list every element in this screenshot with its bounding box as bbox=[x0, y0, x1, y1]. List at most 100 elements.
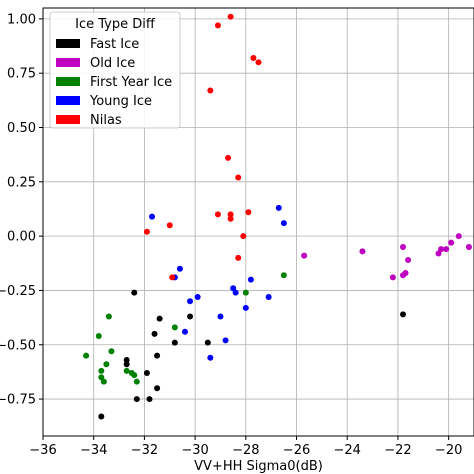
point-old-ice bbox=[301, 252, 308, 259]
x-tick-label: −20 bbox=[435, 443, 462, 458]
point-fast-ice bbox=[123, 356, 130, 363]
x-tick-label: −22 bbox=[384, 443, 411, 458]
point-nilas bbox=[225, 154, 232, 161]
point-first-year-ice bbox=[123, 367, 130, 374]
x-tick-label: −26 bbox=[283, 443, 310, 458]
y-tick-label: −0.25 bbox=[0, 284, 36, 299]
point-nilas bbox=[169, 274, 176, 281]
point-old-ice bbox=[359, 248, 366, 255]
point-nilas bbox=[214, 22, 221, 29]
point-nilas bbox=[235, 174, 242, 181]
point-young-ice bbox=[275, 204, 282, 211]
x-tick-label: −34 bbox=[80, 443, 107, 458]
legend-swatch-old-ice bbox=[56, 58, 80, 67]
point-nilas bbox=[235, 254, 242, 261]
point-young-ice bbox=[242, 304, 249, 311]
point-first-year-ice bbox=[98, 367, 105, 374]
point-young-ice bbox=[230, 285, 237, 292]
y-tick-label: 0.75 bbox=[7, 67, 36, 82]
point-old-ice bbox=[389, 274, 396, 281]
y-tick-label: −0.50 bbox=[0, 338, 36, 353]
point-fast-ice bbox=[187, 313, 194, 320]
x-tick-label: −24 bbox=[334, 443, 361, 458]
point-first-year-ice bbox=[103, 361, 110, 368]
point-old-ice bbox=[400, 272, 407, 279]
point-first-year-ice bbox=[95, 333, 102, 340]
axis-ticks: −36 −34 −32 −30 −28 −26 −24 −22 −20 −0.75 −0.50 −0.… bbox=[0, 12, 462, 458]
point-first-year-ice bbox=[100, 378, 107, 385]
point-old-ice bbox=[443, 246, 450, 253]
y-tick-label: −0.75 bbox=[0, 393, 36, 408]
point-young-ice bbox=[222, 337, 229, 344]
point-fast-ice bbox=[146, 396, 153, 403]
y-tick-label: 0.50 bbox=[7, 121, 36, 136]
point-fast-ice bbox=[98, 413, 105, 420]
point-old-ice bbox=[435, 250, 442, 257]
x-tick-label: −36 bbox=[29, 443, 56, 458]
legend: Ice Type Diff Fast Ice Old Ice First Year … bbox=[49, 11, 181, 129]
y-tick-label: 1.00 bbox=[7, 12, 36, 27]
point-old-ice bbox=[438, 246, 445, 253]
point-fast-ice bbox=[123, 361, 130, 368]
point-young-ice bbox=[181, 328, 188, 335]
x-axis-label: VV+HH Sigma0(dB) bbox=[194, 459, 323, 474]
point-nilas bbox=[250, 54, 257, 61]
legend-swatch-nilas bbox=[56, 115, 80, 124]
point-fast-ice bbox=[171, 339, 178, 346]
plot-frame bbox=[42, 7, 474, 437]
point-nilas bbox=[255, 59, 262, 66]
point-young-ice bbox=[194, 293, 201, 300]
point-nilas bbox=[240, 233, 247, 240]
point-young-ice bbox=[149, 213, 156, 220]
y-tick-label: 0.00 bbox=[7, 230, 36, 245]
point-young-ice bbox=[207, 354, 214, 361]
point-first-year-ice bbox=[83, 352, 90, 359]
point-young-ice bbox=[217, 313, 224, 320]
x-tick-label: −28 bbox=[232, 443, 259, 458]
legend-label-first-year-ice: First Year Ice bbox=[90, 75, 172, 90]
legend-label-nilas: Nilas bbox=[90, 113, 122, 128]
point-fast-ice bbox=[154, 352, 161, 359]
point-young-ice bbox=[280, 220, 287, 227]
legend-title: Ice Type Diff bbox=[75, 17, 156, 32]
data-points bbox=[83, 13, 472, 420]
point-first-year-ice bbox=[98, 374, 105, 381]
legend-box bbox=[49, 11, 181, 129]
point-nilas bbox=[245, 209, 252, 216]
point-fast-ice bbox=[400, 311, 407, 318]
point-fast-ice bbox=[156, 315, 163, 322]
y-tick-label: 0.25 bbox=[7, 175, 36, 190]
point-young-ice bbox=[232, 289, 239, 296]
point-old-ice bbox=[448, 239, 455, 246]
point-nilas bbox=[143, 228, 150, 235]
legend-swatch-fast-ice bbox=[56, 39, 80, 48]
grid-lines bbox=[42, 8, 474, 436]
point-first-year-ice bbox=[131, 372, 138, 379]
x-tick-label: −30 bbox=[181, 443, 208, 458]
point-nilas bbox=[227, 215, 234, 222]
point-young-ice bbox=[187, 298, 194, 305]
point-first-year-ice bbox=[242, 289, 249, 296]
point-young-ice bbox=[265, 293, 272, 300]
legend-label-old-ice: Old Ice bbox=[90, 56, 135, 71]
point-old-ice bbox=[465, 243, 472, 250]
point-fast-ice bbox=[131, 289, 138, 296]
point-first-year-ice bbox=[133, 378, 140, 385]
point-old-ice bbox=[400, 243, 407, 250]
point-young-ice bbox=[247, 276, 254, 283]
point-first-year-ice bbox=[105, 313, 112, 320]
point-fast-ice bbox=[154, 385, 161, 392]
legend-label-young-ice: Young Ice bbox=[89, 94, 152, 109]
point-fast-ice bbox=[133, 396, 140, 403]
point-nilas bbox=[227, 13, 234, 20]
point-young-ice bbox=[176, 265, 183, 272]
legend-swatch-young-ice bbox=[56, 96, 80, 105]
point-fast-ice bbox=[151, 330, 158, 337]
legend-label-fast-ice: Fast Ice bbox=[90, 37, 139, 52]
point-first-year-ice bbox=[108, 348, 115, 355]
point-nilas bbox=[207, 87, 214, 94]
legend-swatch-first-year-ice bbox=[56, 77, 80, 86]
point-first-year-ice bbox=[280, 272, 287, 279]
point-fast-ice bbox=[204, 339, 211, 346]
